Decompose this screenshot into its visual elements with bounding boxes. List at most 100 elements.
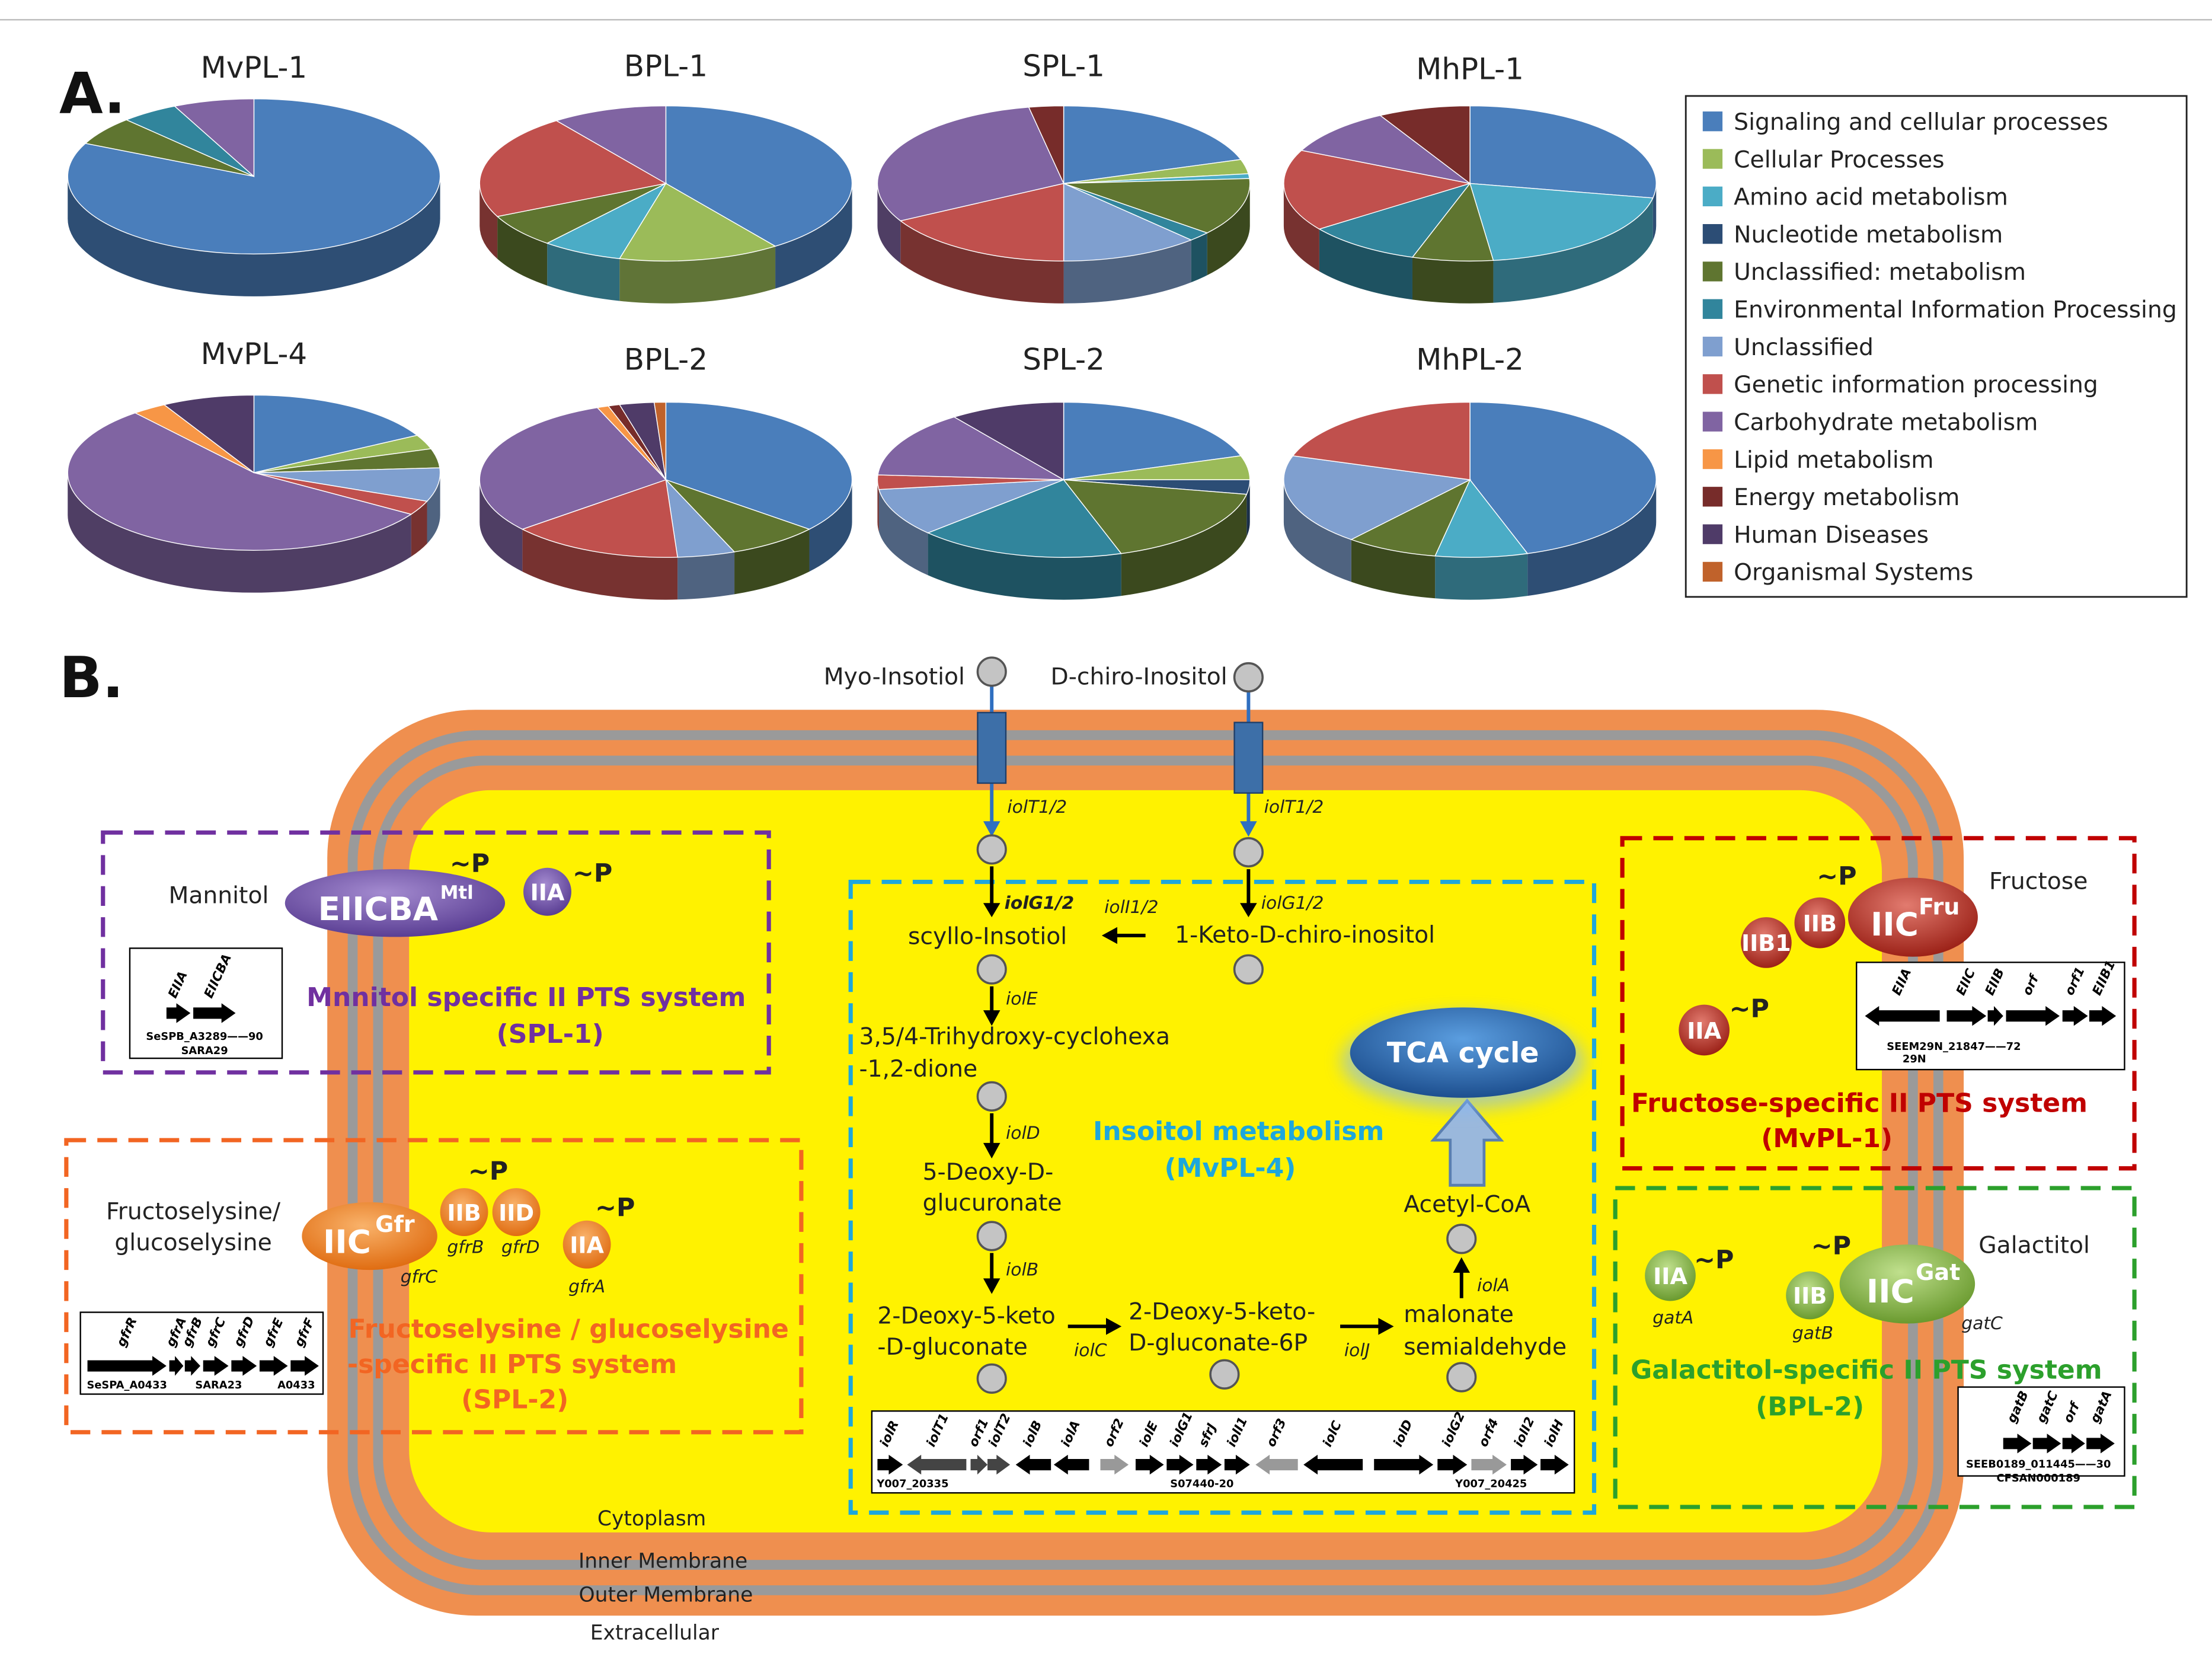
label: Gat (1916, 1259, 1960, 1285)
label: gfrA (568, 1276, 605, 1297)
pie-side (68, 472, 411, 593)
cytoplasm (409, 790, 1882, 1533)
legend-label: Cellular Processes (1734, 146, 1944, 173)
label: 5-Deoxy-D- (923, 1159, 1054, 1186)
gene-arrow (1511, 1454, 1538, 1475)
label: (SPL-2) (461, 1384, 568, 1415)
label: ~P (1694, 1246, 1734, 1275)
label: iolT1/2 (1007, 797, 1067, 818)
gene-arrow (2062, 1433, 2085, 1454)
gene-arrow (2089, 1006, 2117, 1026)
pie-title: SPL-2 (1022, 343, 1105, 377)
pie-side (1283, 183, 1319, 272)
flux-arrow (1430, 1098, 1504, 1187)
label: SeSPA_A0433 (87, 1379, 167, 1391)
label: -1,2-dione (859, 1056, 977, 1083)
label: -D-gluconate (877, 1334, 1027, 1361)
pie-side (1493, 197, 1653, 303)
pie-slice (665, 105, 853, 247)
gene-arrow (1540, 1454, 1569, 1475)
pie-slice (953, 401, 1065, 481)
pie-side (1351, 539, 1436, 599)
label: SEEM29N_21847——72 (1887, 1040, 2021, 1053)
legend-swatch (1702, 336, 1723, 357)
proteins (285, 867, 1978, 1324)
legend-swatch (1702, 487, 1723, 507)
pie-slice (546, 182, 667, 259)
pie-side (411, 501, 427, 557)
gene-arrow (1224, 1454, 1250, 1475)
label: SeSPB_A3289——90 (146, 1030, 263, 1043)
gene-arrow (1374, 1454, 1434, 1475)
gene-arrow (987, 1454, 1011, 1475)
label: ~P (468, 1157, 508, 1186)
fructoselysine-box (64, 1138, 804, 1435)
gene-arrow (1987, 1006, 2003, 1026)
pie-slice (877, 107, 1065, 222)
pie-slice (1028, 105, 1065, 184)
legend-label: Human Diseases (1734, 522, 1929, 548)
label: IIB (447, 1200, 481, 1226)
pie-slice (1283, 149, 1471, 230)
pie-slice (665, 401, 853, 530)
pie-side (677, 551, 735, 600)
gene-arrow (87, 1356, 167, 1376)
label: IIA (1653, 1263, 1687, 1289)
pie-slice (1379, 105, 1471, 184)
label: S07440-20 (1170, 1478, 1233, 1490)
legend-label: Energy metabolism (1734, 484, 1960, 511)
pie-slice (665, 479, 811, 553)
pie-slice (1063, 401, 1242, 481)
pie-slice (899, 183, 1065, 262)
pie-slice (1063, 178, 1251, 234)
legend-swatch (1702, 374, 1723, 394)
pie-side (522, 529, 678, 600)
pie-slice (1350, 478, 1471, 557)
pie-slice (1063, 479, 1248, 554)
gene-box (79, 1311, 324, 1395)
pie-side (775, 183, 852, 289)
pie-slice (521, 479, 678, 558)
pie-title: BPL-2 (624, 343, 708, 377)
pie-slice (619, 183, 776, 262)
gene-box (871, 1410, 1575, 1494)
label: malonate (1404, 1301, 1514, 1328)
label: IIA (1687, 1018, 1721, 1044)
label: Outer Membrane (578, 1583, 753, 1607)
legend-label: Unclassified: metabolism (1734, 259, 2026, 286)
label: Y007_20335 (876, 1478, 948, 1490)
legend-swatch (1702, 299, 1723, 319)
pie-slice (1292, 401, 1471, 481)
pie-side (1246, 480, 1250, 537)
label: scyllo-Insotiol (908, 923, 1067, 950)
label: Fructose (1989, 868, 2088, 895)
pie-slice (1283, 455, 1472, 540)
pie-slice (1469, 183, 1654, 261)
label: IIB (1793, 1283, 1827, 1309)
label: TCA cycle (1387, 1037, 1539, 1069)
pie-side (480, 183, 498, 259)
label: IIC (1866, 1272, 1914, 1310)
pie-side (427, 472, 440, 544)
pie-slice (653, 401, 667, 480)
legend-swatch (1702, 524, 1723, 544)
label: Galactitol (1978, 1233, 2090, 1259)
pie-side (1412, 257, 1494, 304)
gene-arrow (907, 1454, 967, 1475)
pie-side (619, 246, 776, 304)
label: 3,5/4-Trihydroxy-cyclohexa (859, 1023, 1170, 1050)
gene-arrow (2032, 1433, 2061, 1454)
pie-slice (1469, 105, 1657, 199)
metabolites (976, 656, 1477, 1394)
gene-box (1957, 1386, 2125, 1477)
pie-slice (878, 479, 1064, 534)
gene-arrow (184, 1356, 200, 1376)
label: Inner Membrane (578, 1549, 747, 1573)
pie-slice (496, 183, 666, 244)
label: Fructoselysine/ (106, 1198, 281, 1225)
pie-side (547, 243, 620, 301)
legend-box (1684, 95, 2188, 598)
pie-slice (163, 394, 255, 474)
label: gfrD (501, 1237, 539, 1258)
label: gatB (1792, 1323, 1833, 1344)
